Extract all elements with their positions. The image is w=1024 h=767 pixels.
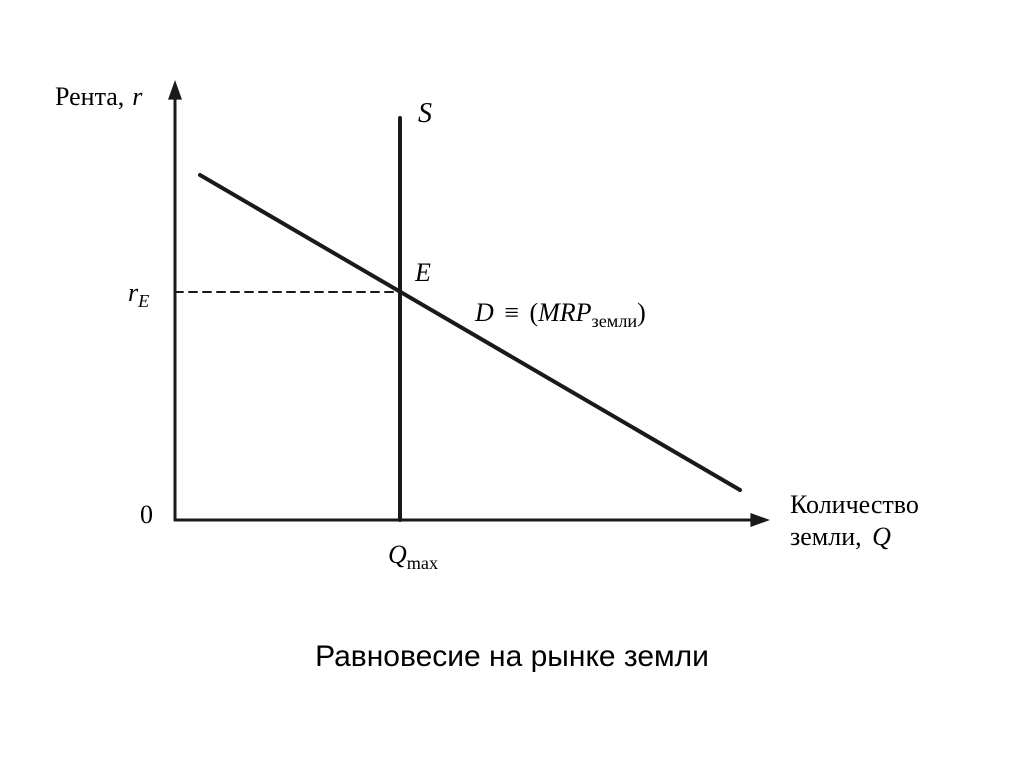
demand-sub: земли [592, 311, 638, 331]
demand-equiv: ≡ [504, 298, 519, 327]
x-axis-line1-text: Количество [790, 490, 919, 519]
caption-text: Равновесие на рынке земли [315, 640, 709, 673]
supply-label: S [418, 98, 432, 130]
demand-close: ) [637, 298, 646, 327]
y-axis-title-text: Рента, [55, 82, 124, 111]
demand-label: D ≡ (MRPземли) [475, 298, 646, 332]
equilibrium-label: E [415, 258, 431, 288]
demand-d: D [475, 298, 494, 327]
x-axis-line1: Количество [790, 490, 919, 520]
x-axis-line2-text: земли, [790, 522, 862, 551]
x-axis-line2: земли, Q [790, 522, 891, 552]
re-sub: E [138, 291, 149, 311]
demand-mrp: MRP [538, 298, 591, 327]
re-label: rE [128, 278, 149, 312]
origin-label: 0 [140, 500, 153, 530]
qmax-sub: max [407, 553, 438, 573]
chart-container: Рента, r S E rE D ≡ (MRPземли) 0 Количес… [0, 0, 1024, 767]
re-var: r [128, 278, 138, 307]
equilibrium-label-text: E [415, 258, 431, 287]
qmax-label: Qmax [388, 540, 438, 574]
x-axis-line2-var: Q [872, 522, 891, 551]
supply-label-text: S [418, 98, 432, 129]
demand-open: ( [529, 298, 538, 327]
y-axis-var: r [132, 82, 142, 111]
y-axis-title: Рента, r [55, 82, 142, 112]
qmax-var: Q [388, 540, 407, 569]
origin-text: 0 [140, 500, 153, 529]
caption: Равновесие на рынке земли [315, 640, 709, 674]
